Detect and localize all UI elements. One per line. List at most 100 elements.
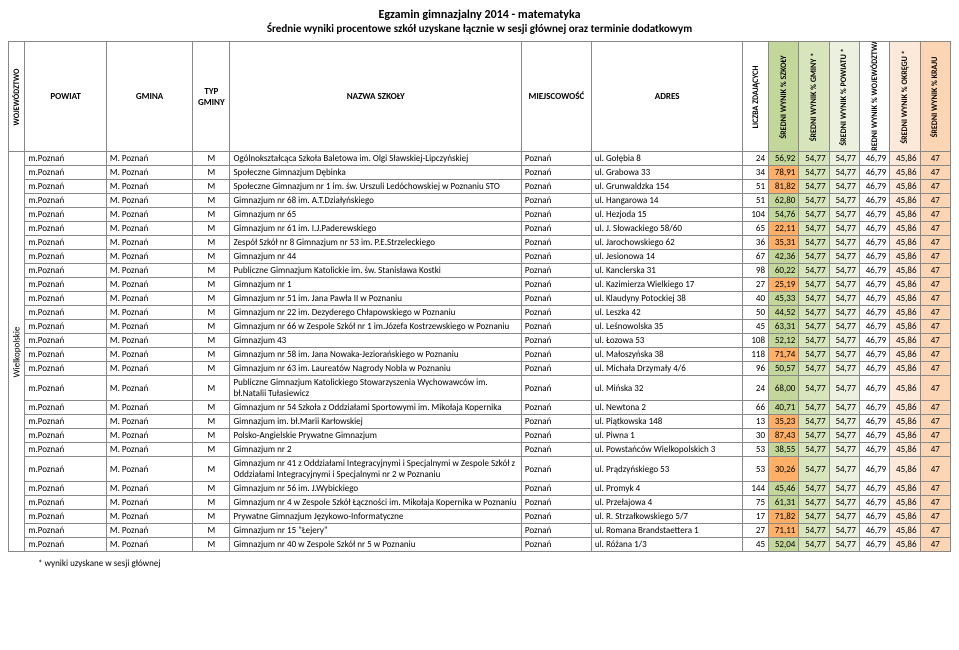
s5-cell: 45,86 (890, 222, 920, 236)
header-row: WOJEWÓDZTWO POWIAT GMINA TYP GMINY NAZWA… (9, 42, 951, 152)
typ-cell: M (193, 236, 230, 250)
s2-cell: 54,77 (799, 306, 829, 320)
s3-cell: 54,77 (829, 250, 859, 264)
miejscowosc-cell: Poznań (521, 376, 591, 401)
miejscowosc-cell: Poznań (521, 429, 591, 443)
s3-cell: 54,77 (829, 222, 859, 236)
table-row: m.PoznańM. PoznańMGimnazjum nr 15 "Łejer… (9, 524, 951, 538)
liczba-cell: 50 (743, 306, 769, 320)
liczba-cell: 24 (743, 152, 769, 166)
gmina-cell: M. Poznań (106, 482, 192, 496)
school-cell: Społeczne Gimnazjum nr 1 im. św. Urszuli… (230, 180, 521, 194)
school-cell: Gimnazjum nr 2 (230, 443, 521, 457)
s2-cell: 54,77 (799, 482, 829, 496)
adres-cell: ul. Prądzyńskiego 53 (591, 457, 743, 482)
s6-cell: 47 (920, 292, 950, 306)
s4-cell: 46,79 (859, 334, 889, 348)
miejscowosc-cell: Poznań (521, 306, 591, 320)
table-row: m.PoznańM. PoznańMGimnazjum 43Poznańul. … (9, 334, 951, 348)
s1-cell: 87,43 (769, 429, 799, 443)
s2-cell: 54,77 (799, 292, 829, 306)
s4-cell: 46,79 (859, 457, 889, 482)
s1-cell: 71,74 (769, 348, 799, 362)
liczba-cell: 65 (743, 222, 769, 236)
miejscowosc-cell: Poznań (521, 401, 591, 415)
gmina-cell: M. Poznań (106, 401, 192, 415)
miejscowosc-cell: Poznań (521, 443, 591, 457)
s2-cell: 54,77 (799, 278, 829, 292)
s4-cell: 46,79 (859, 443, 889, 457)
table-row: m.PoznańM. PoznańMGimnazjum nr 63 im. La… (9, 362, 951, 376)
s4-cell: 46,79 (859, 278, 889, 292)
gmina-cell: M. Poznań (106, 348, 192, 362)
liczba-cell: 51 (743, 180, 769, 194)
s1-cell: 44,52 (769, 306, 799, 320)
s5-cell: 45,86 (890, 362, 920, 376)
liczba-cell: 67 (743, 250, 769, 264)
powiat-cell: m.Poznań (25, 208, 107, 222)
gmina-cell: M. Poznań (106, 306, 192, 320)
adres-cell: ul. Piątkowska 148 (591, 415, 743, 429)
s2-cell: 54,77 (799, 208, 829, 222)
typ-cell: M (193, 208, 230, 222)
table-row: m.PoznańM. PoznańMGimnazjum nr 68 im. A.… (9, 194, 951, 208)
school-cell: Zespół Szkół nr 8 Gimnazjum nr 53 im. P.… (230, 236, 521, 250)
s5-cell: 45,86 (890, 510, 920, 524)
gmina-cell: M. Poznań (106, 496, 192, 510)
liczba-cell: 30 (743, 429, 769, 443)
typ-cell: M (193, 429, 230, 443)
school-cell: Gimnazjum nr 63 im. Laureatów Nagrody No… (230, 362, 521, 376)
school-cell: Prywatne Gimnazjum Językowo-Informatyczn… (230, 510, 521, 524)
s4-cell: 46,79 (859, 415, 889, 429)
table-row: m.PoznańM. PoznańMPolsko-Angielskie Pryw… (9, 429, 951, 443)
liczba-cell: 45 (743, 320, 769, 334)
s1-cell: 45,46 (769, 482, 799, 496)
typ-cell: M (193, 292, 230, 306)
powiat-cell: m.Poznań (25, 334, 107, 348)
miejscowosc-cell: Poznań (521, 278, 591, 292)
table-row: m.PoznańM. PoznańMGimnazjum nr 51 im. Ja… (9, 292, 951, 306)
s2-cell: 54,77 (799, 180, 829, 194)
powiat-cell: m.Poznań (25, 376, 107, 401)
miejscowosc-cell: Poznań (521, 496, 591, 510)
s6-cell: 47 (920, 306, 950, 320)
miejscowosc-cell: Poznań (521, 250, 591, 264)
s1-cell: 52,04 (769, 538, 799, 552)
typ-cell: M (193, 222, 230, 236)
school-cell: Gimnazjum nr 61 im. I.J.Paderewskiego (230, 222, 521, 236)
powiat-cell: m.Poznań (25, 443, 107, 457)
s5-cell: 45,86 (890, 194, 920, 208)
powiat-cell: m.Poznań (25, 320, 107, 334)
s2-cell: 54,77 (799, 222, 829, 236)
table-row: m.PoznańM. PoznańMGimnazjum nr 2Poznańul… (9, 443, 951, 457)
s5-cell: 45,86 (890, 334, 920, 348)
s2-cell: 54,77 (799, 496, 829, 510)
powiat-cell: m.Poznań (25, 292, 107, 306)
s2-cell: 54,77 (799, 510, 829, 524)
adres-cell: ul. Grunwaldzka 154 (591, 180, 743, 194)
s1-cell: 38,55 (769, 443, 799, 457)
miejscowosc-cell: Poznań (521, 166, 591, 180)
col-pow: POWIAT (25, 42, 107, 152)
typ-cell: M (193, 250, 230, 264)
table-body: Wielkopolskiem.PoznańM. PoznańMOgólnoksz… (9, 152, 951, 552)
s6-cell: 47 (920, 348, 950, 362)
miejscowosc-cell: Poznań (521, 320, 591, 334)
miejscowosc-cell: Poznań (521, 152, 591, 166)
powiat-cell: m.Poznań (25, 415, 107, 429)
typ-cell: M (193, 482, 230, 496)
typ-cell: M (193, 496, 230, 510)
s3-cell: 54,77 (829, 538, 859, 552)
s3-cell: 54,77 (829, 152, 859, 166)
s1-cell: 30,26 (769, 457, 799, 482)
typ-cell: M (193, 334, 230, 348)
s6-cell: 47 (920, 320, 950, 334)
s2-cell: 54,77 (799, 457, 829, 482)
adres-cell: ul. Jesionowa 14 (591, 250, 743, 264)
s4-cell: 46,79 (859, 482, 889, 496)
s6-cell: 47 (920, 152, 950, 166)
s2-cell: 54,77 (799, 250, 829, 264)
liczba-cell: 96 (743, 362, 769, 376)
s2-cell: 54,77 (799, 334, 829, 348)
adres-cell: ul. Promyk 4 (591, 482, 743, 496)
